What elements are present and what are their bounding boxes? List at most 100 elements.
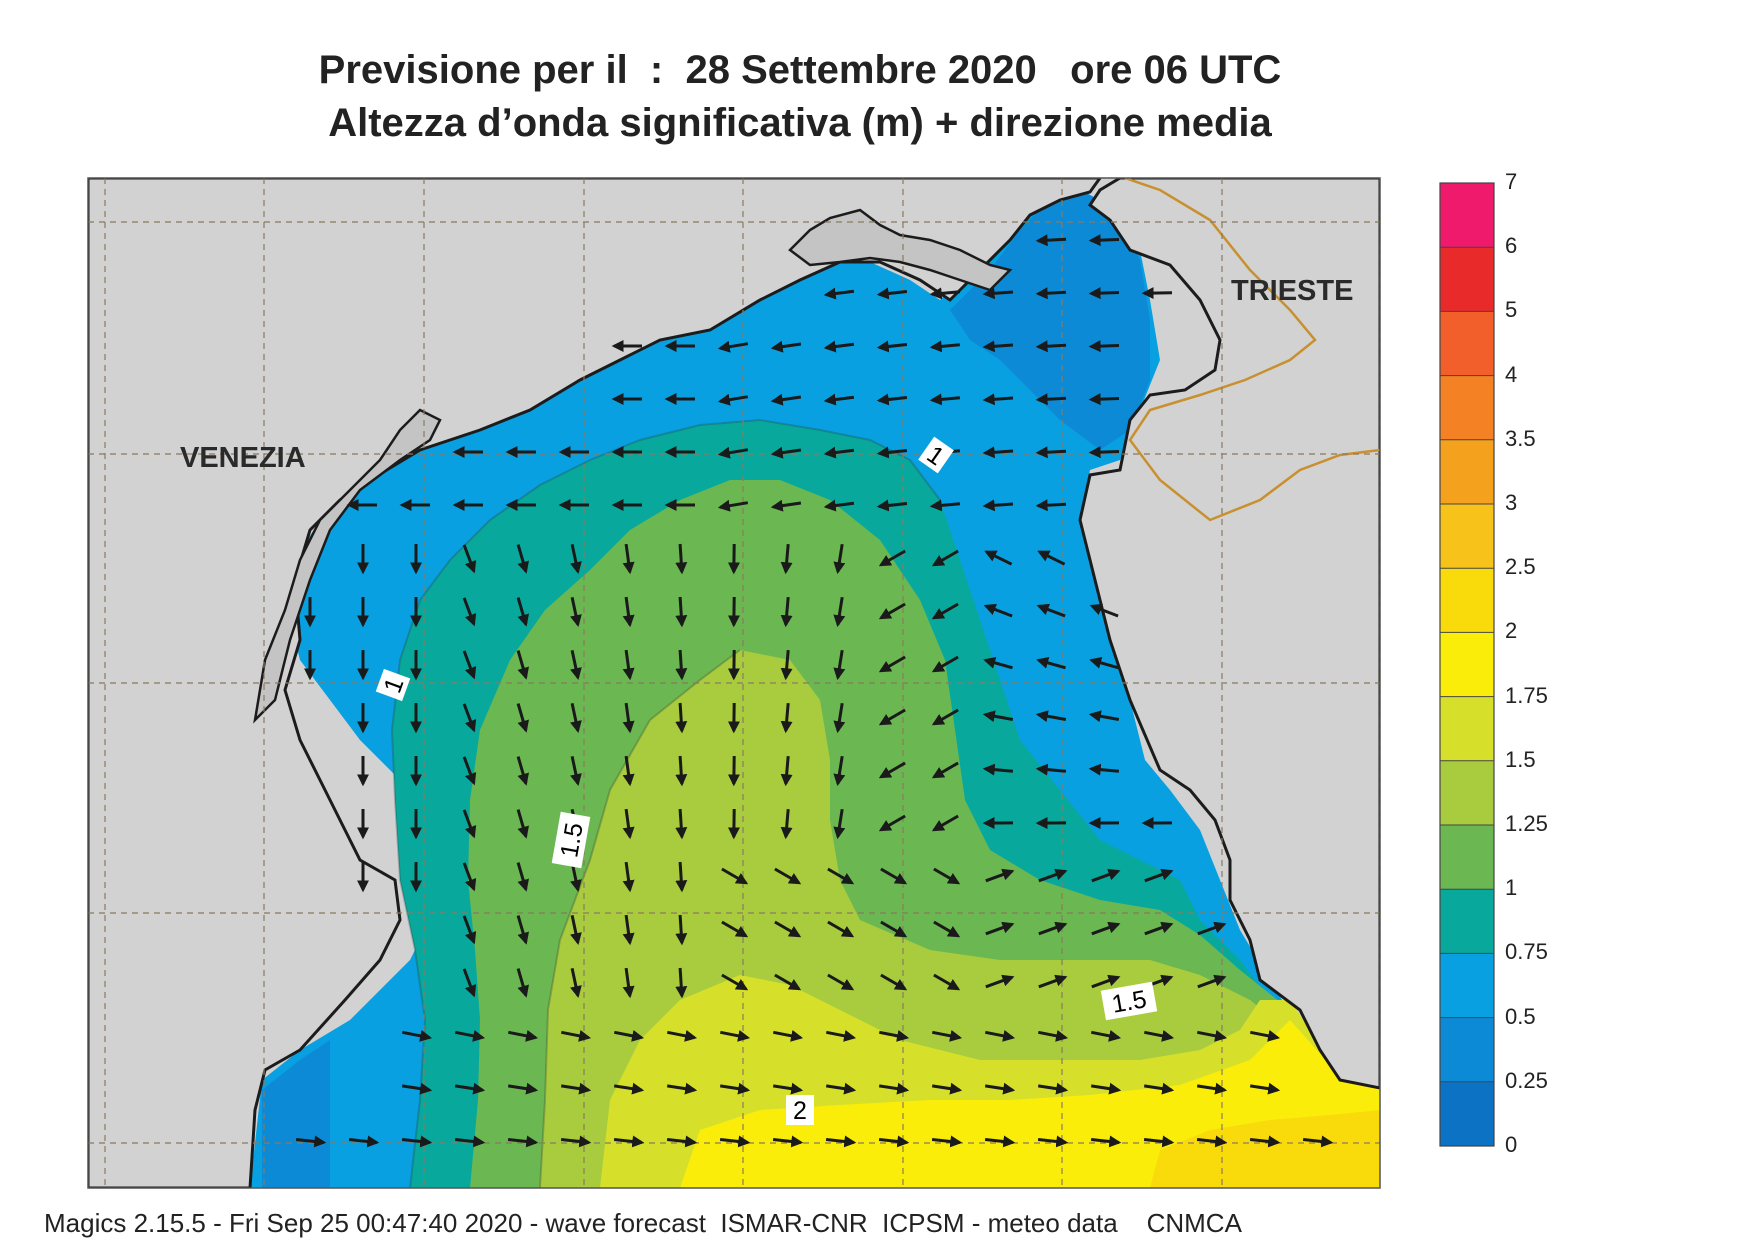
direction-arrow (454, 1135, 486, 1148)
direction-arrow (507, 1082, 539, 1095)
direction-arrow (570, 861, 582, 893)
direction-arrow (462, 597, 477, 627)
direction-arrow (1038, 921, 1068, 936)
direction-arrow (1035, 763, 1067, 776)
direction-arrow (516, 703, 529, 733)
direction-arrow (931, 814, 959, 832)
direction-arrow (770, 393, 802, 406)
colorbar-tick-label: 2.5 (1505, 554, 1536, 580)
direction-arrow (675, 702, 688, 734)
direction-arrow (721, 920, 749, 938)
direction-arrow (1143, 1135, 1175, 1148)
direction-arrow (614, 1029, 645, 1042)
direction-arrow (1144, 921, 1174, 936)
direction-arrow (932, 1029, 963, 1042)
direction-arrow (823, 287, 855, 300)
direction-arrow (721, 973, 749, 991)
colorbar-swatch (1440, 1017, 1494, 1083)
direction-arrow (570, 914, 582, 946)
direction-arrow (878, 708, 906, 726)
direction-arrow (560, 1135, 592, 1148)
direction-arrow (774, 867, 802, 885)
direction-arrow (1035, 499, 1067, 512)
wave-direction-arrows (295, 234, 1334, 1148)
direction-arrow (1038, 1029, 1069, 1042)
colorbar-tick-label: 3.5 (1505, 425, 1536, 451)
direction-arrow (401, 1082, 433, 1095)
colorbar-tick-label: 0.5 (1505, 1003, 1536, 1029)
direction-arrow (982, 763, 1014, 776)
direction-arrow (675, 861, 688, 893)
direction-arrow (721, 867, 749, 885)
direction-arrow (985, 974, 1015, 989)
direction-arrow (929, 287, 961, 300)
direction-arrow (876, 393, 908, 406)
direction-arrow (717, 340, 749, 353)
direction-arrow (675, 649, 688, 681)
direction-arrow (931, 1135, 963, 1148)
direction-arrow (780, 702, 793, 734)
direction-arrow (1249, 1082, 1281, 1095)
direction-arrow (570, 755, 582, 787)
direction-arrow (931, 761, 959, 779)
colorbar-tick-label: 1.5 (1505, 746, 1536, 772)
direction-arrow (833, 702, 846, 734)
direction-arrow (983, 603, 1013, 618)
direction-arrow (825, 1082, 857, 1095)
direction-arrow (879, 1029, 910, 1042)
direction-arrow (1035, 446, 1067, 459)
direction-arrow (1088, 340, 1120, 353)
direction-arrow (931, 549, 959, 567)
colorbar-tick-label: 0.25 (1505, 1067, 1548, 1093)
direction-arrow (1035, 710, 1067, 723)
direction-arrow (1302, 1135, 1334, 1148)
direction-arrow (984, 1082, 1016, 1095)
direction-arrow (878, 814, 906, 832)
direction-arrow (622, 596, 635, 628)
direction-arrow (516, 915, 529, 945)
direction-arrow (878, 602, 906, 620)
direction-arrow (876, 499, 908, 512)
colorbar-tick-label: 1.75 (1505, 682, 1548, 708)
direction-arrow (931, 602, 959, 620)
direction-arrow (1036, 657, 1066, 670)
direction-arrow (982, 287, 1014, 300)
direction-arrow (827, 867, 855, 885)
contour-label-1.5-w: 1.5 (555, 821, 589, 860)
direction-arrow (833, 808, 846, 840)
direction-arrow (1090, 1135, 1122, 1148)
direction-arrow (1037, 1135, 1069, 1148)
direction-arrow (516, 968, 529, 998)
direction-arrow (720, 1029, 751, 1042)
direction-arrow (348, 1135, 380, 1148)
direction-arrow (780, 755, 793, 787)
direction-arrow (675, 967, 688, 999)
direction-arrow (401, 1135, 433, 1148)
direction-arrow (462, 756, 477, 786)
colorbar-swatch (1440, 375, 1494, 441)
direction-arrow (1035, 287, 1067, 300)
title-line-1: Previsione per il : 28 Settembre 2020 or… (318, 48, 1282, 92)
direction-arrow (827, 973, 855, 991)
direction-arrow (833, 755, 846, 787)
direction-arrow (462, 862, 477, 892)
direction-arrow (770, 340, 802, 353)
direction-arrow (1143, 1082, 1175, 1095)
colorbar-swatch (1440, 311, 1494, 377)
direction-arrow (516, 862, 529, 892)
direction-arrow (560, 1082, 592, 1095)
direction-arrow (1037, 1082, 1069, 1095)
direction-arrow (516, 650, 529, 680)
direction-arrow (402, 1029, 433, 1042)
colorbar-swatch (1440, 247, 1494, 312)
colorbar-swatch (1440, 953, 1494, 1019)
direction-arrow (772, 1082, 804, 1095)
direction-arrow (1091, 974, 1121, 989)
direction-arrow (666, 1135, 698, 1148)
direction-arrow (1144, 868, 1174, 883)
direction-arrow (462, 809, 477, 839)
colorbar-frame (1439, 182, 1495, 1147)
colorbar-swatch (1440, 696, 1494, 762)
direction-arrow (675, 596, 688, 628)
